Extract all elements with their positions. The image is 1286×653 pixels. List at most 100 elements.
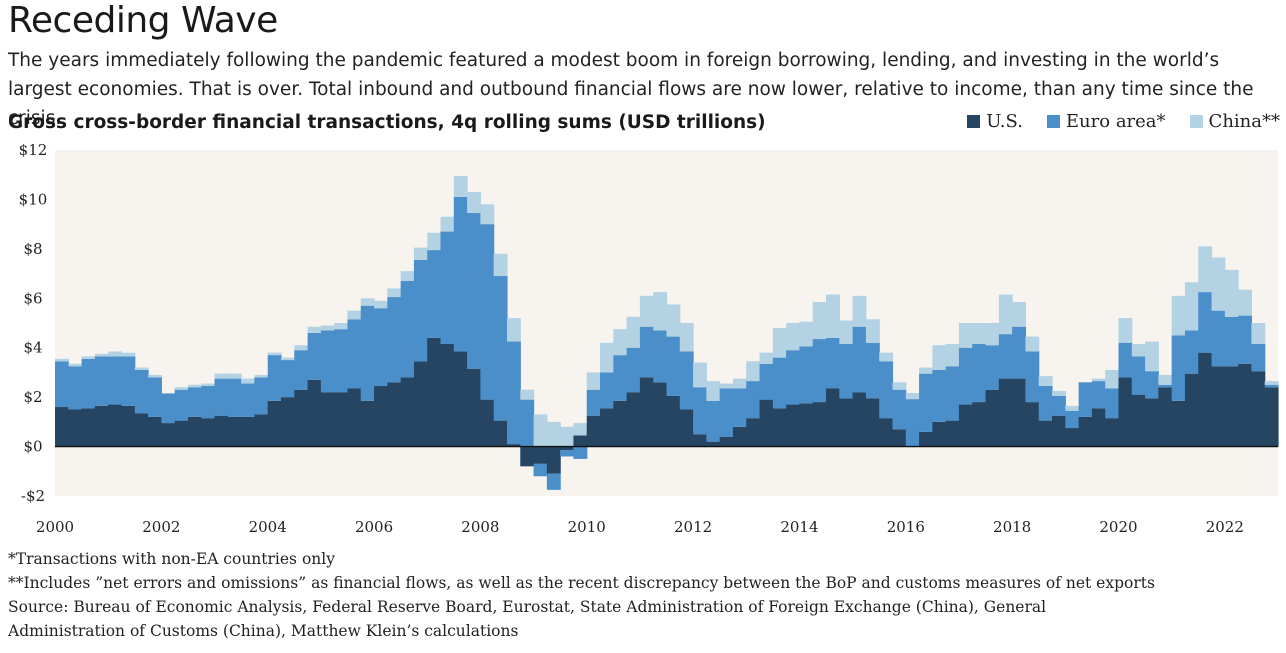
bar-euro-11 <box>201 386 216 419</box>
bar-us-43 <box>626 392 641 447</box>
bar-us-72 <box>1012 378 1027 447</box>
bar-euro-27 <box>413 259 428 362</box>
bar-us-79 <box>1105 418 1120 447</box>
bar-us-70 <box>985 389 1000 447</box>
bar-china-65 <box>919 367 933 374</box>
legend-swatch-us <box>967 115 981 128</box>
bar-china-67 <box>945 344 960 367</box>
bar-us-7 <box>148 416 162 447</box>
bar-china-42 <box>613 329 628 356</box>
bar-china-88 <box>1224 269 1239 317</box>
x-tick-label: 2022 <box>1206 518 1244 536</box>
bar-china-85 <box>1184 282 1199 331</box>
x-tick-label: 2004 <box>249 518 287 536</box>
bar-china-27 <box>413 247 428 260</box>
bar-us-86 <box>1198 352 1213 447</box>
bar-us-5 <box>121 405 136 447</box>
bar-euro-53 <box>759 363 774 400</box>
bar-china-48 <box>693 362 707 388</box>
bar-us-77 <box>1078 416 1093 447</box>
x-tick-label: 2008 <box>461 518 499 536</box>
bar-euro-24 <box>374 308 388 387</box>
bar-euro-90 <box>1251 344 1266 372</box>
bar-us-42 <box>613 400 628 447</box>
bar-euro-61 <box>865 342 880 399</box>
bar-euro-32 <box>480 224 495 400</box>
chart-subtitle: The years immediately following the pand… <box>8 50 1254 129</box>
bar-china-29 <box>440 216 455 232</box>
bar-euro-68 <box>958 347 973 405</box>
bar-euro-12 <box>214 378 229 416</box>
bar-us-11 <box>201 418 216 447</box>
bar-euro-54 <box>772 357 787 409</box>
bar-us-12 <box>214 415 229 447</box>
legend-item-china: China** <box>1189 111 1280 132</box>
bar-us-66 <box>932 421 947 447</box>
bar-us-82 <box>1145 398 1159 447</box>
bar-china-76 <box>1065 405 1080 411</box>
bar-us-61 <box>865 398 880 447</box>
bar-china-45 <box>653 292 668 331</box>
bar-china-18 <box>294 345 309 351</box>
y-tick-label: $12 <box>19 141 48 159</box>
bar-china-46 <box>666 304 681 337</box>
bar-us-48 <box>693 434 707 447</box>
bar-china-51 <box>732 378 747 389</box>
bar-china-5 <box>121 352 136 357</box>
bar-us-19 <box>307 379 322 447</box>
bar-us-6 <box>134 413 149 447</box>
bar-china-4 <box>108 351 123 357</box>
bar-china-38 <box>560 426 575 447</box>
bar-china-80 <box>1118 318 1133 343</box>
bar-china-57 <box>812 301 827 340</box>
bar-china-90 <box>1251 323 1266 345</box>
bar-us-76 <box>1065 428 1080 447</box>
bar-euro-69 <box>972 344 987 403</box>
bar-us-24 <box>374 386 388 447</box>
bar-euro-47 <box>679 351 694 410</box>
bar-us-91 <box>1264 387 1279 447</box>
bar-euro-2 <box>81 358 96 409</box>
bar-china-16 <box>267 352 282 356</box>
bar-us-90 <box>1251 371 1266 447</box>
bar-us-1 <box>68 409 83 447</box>
bar-china-49 <box>706 381 721 401</box>
bar-china-32 <box>480 204 495 225</box>
x-tick-label: 2020 <box>1099 518 1137 536</box>
bar-us-46 <box>666 395 681 447</box>
bar-us-40 <box>586 415 601 447</box>
bar-us-85 <box>1184 373 1199 447</box>
bar-us-44 <box>639 377 654 447</box>
bar-us-14 <box>241 416 255 447</box>
footnotes: *Transactions with non-EA countries only… <box>8 547 1283 643</box>
bar-us-18 <box>294 389 309 447</box>
bar-euro-45 <box>653 330 668 383</box>
bar-china-53 <box>759 352 774 364</box>
bar-china-44 <box>639 295 654 327</box>
bar-us-59 <box>839 398 854 447</box>
bar-us-13 <box>227 416 242 447</box>
footnote-euro: *Transactions with non-EA countries only <box>8 550 335 568</box>
bar-china-71 <box>998 294 1013 335</box>
bar-euro-10 <box>187 387 202 417</box>
bar-us-52 <box>746 418 761 447</box>
bar-euro-43 <box>626 347 641 393</box>
bar-us-75 <box>1052 415 1066 447</box>
bar-china-3 <box>94 353 109 357</box>
bar-euro-17 <box>280 360 295 398</box>
bar-euro-77 <box>1078 382 1093 417</box>
bar-euro-38 <box>560 450 575 457</box>
bar-china-75 <box>1052 390 1066 396</box>
bar-china-58 <box>826 294 840 338</box>
bar-china-24 <box>374 300 388 309</box>
bar-euro-33 <box>493 276 508 421</box>
bar-china-14 <box>241 378 255 384</box>
bar-china-68 <box>958 323 973 348</box>
bar-us-35 <box>520 446 535 467</box>
bar-china-17 <box>280 357 295 361</box>
bar-china-47 <box>679 323 694 352</box>
bar-us-20 <box>320 392 335 447</box>
bar-euro-80 <box>1118 342 1133 378</box>
bar-china-91 <box>1264 381 1279 385</box>
bar-us-4 <box>108 404 123 447</box>
